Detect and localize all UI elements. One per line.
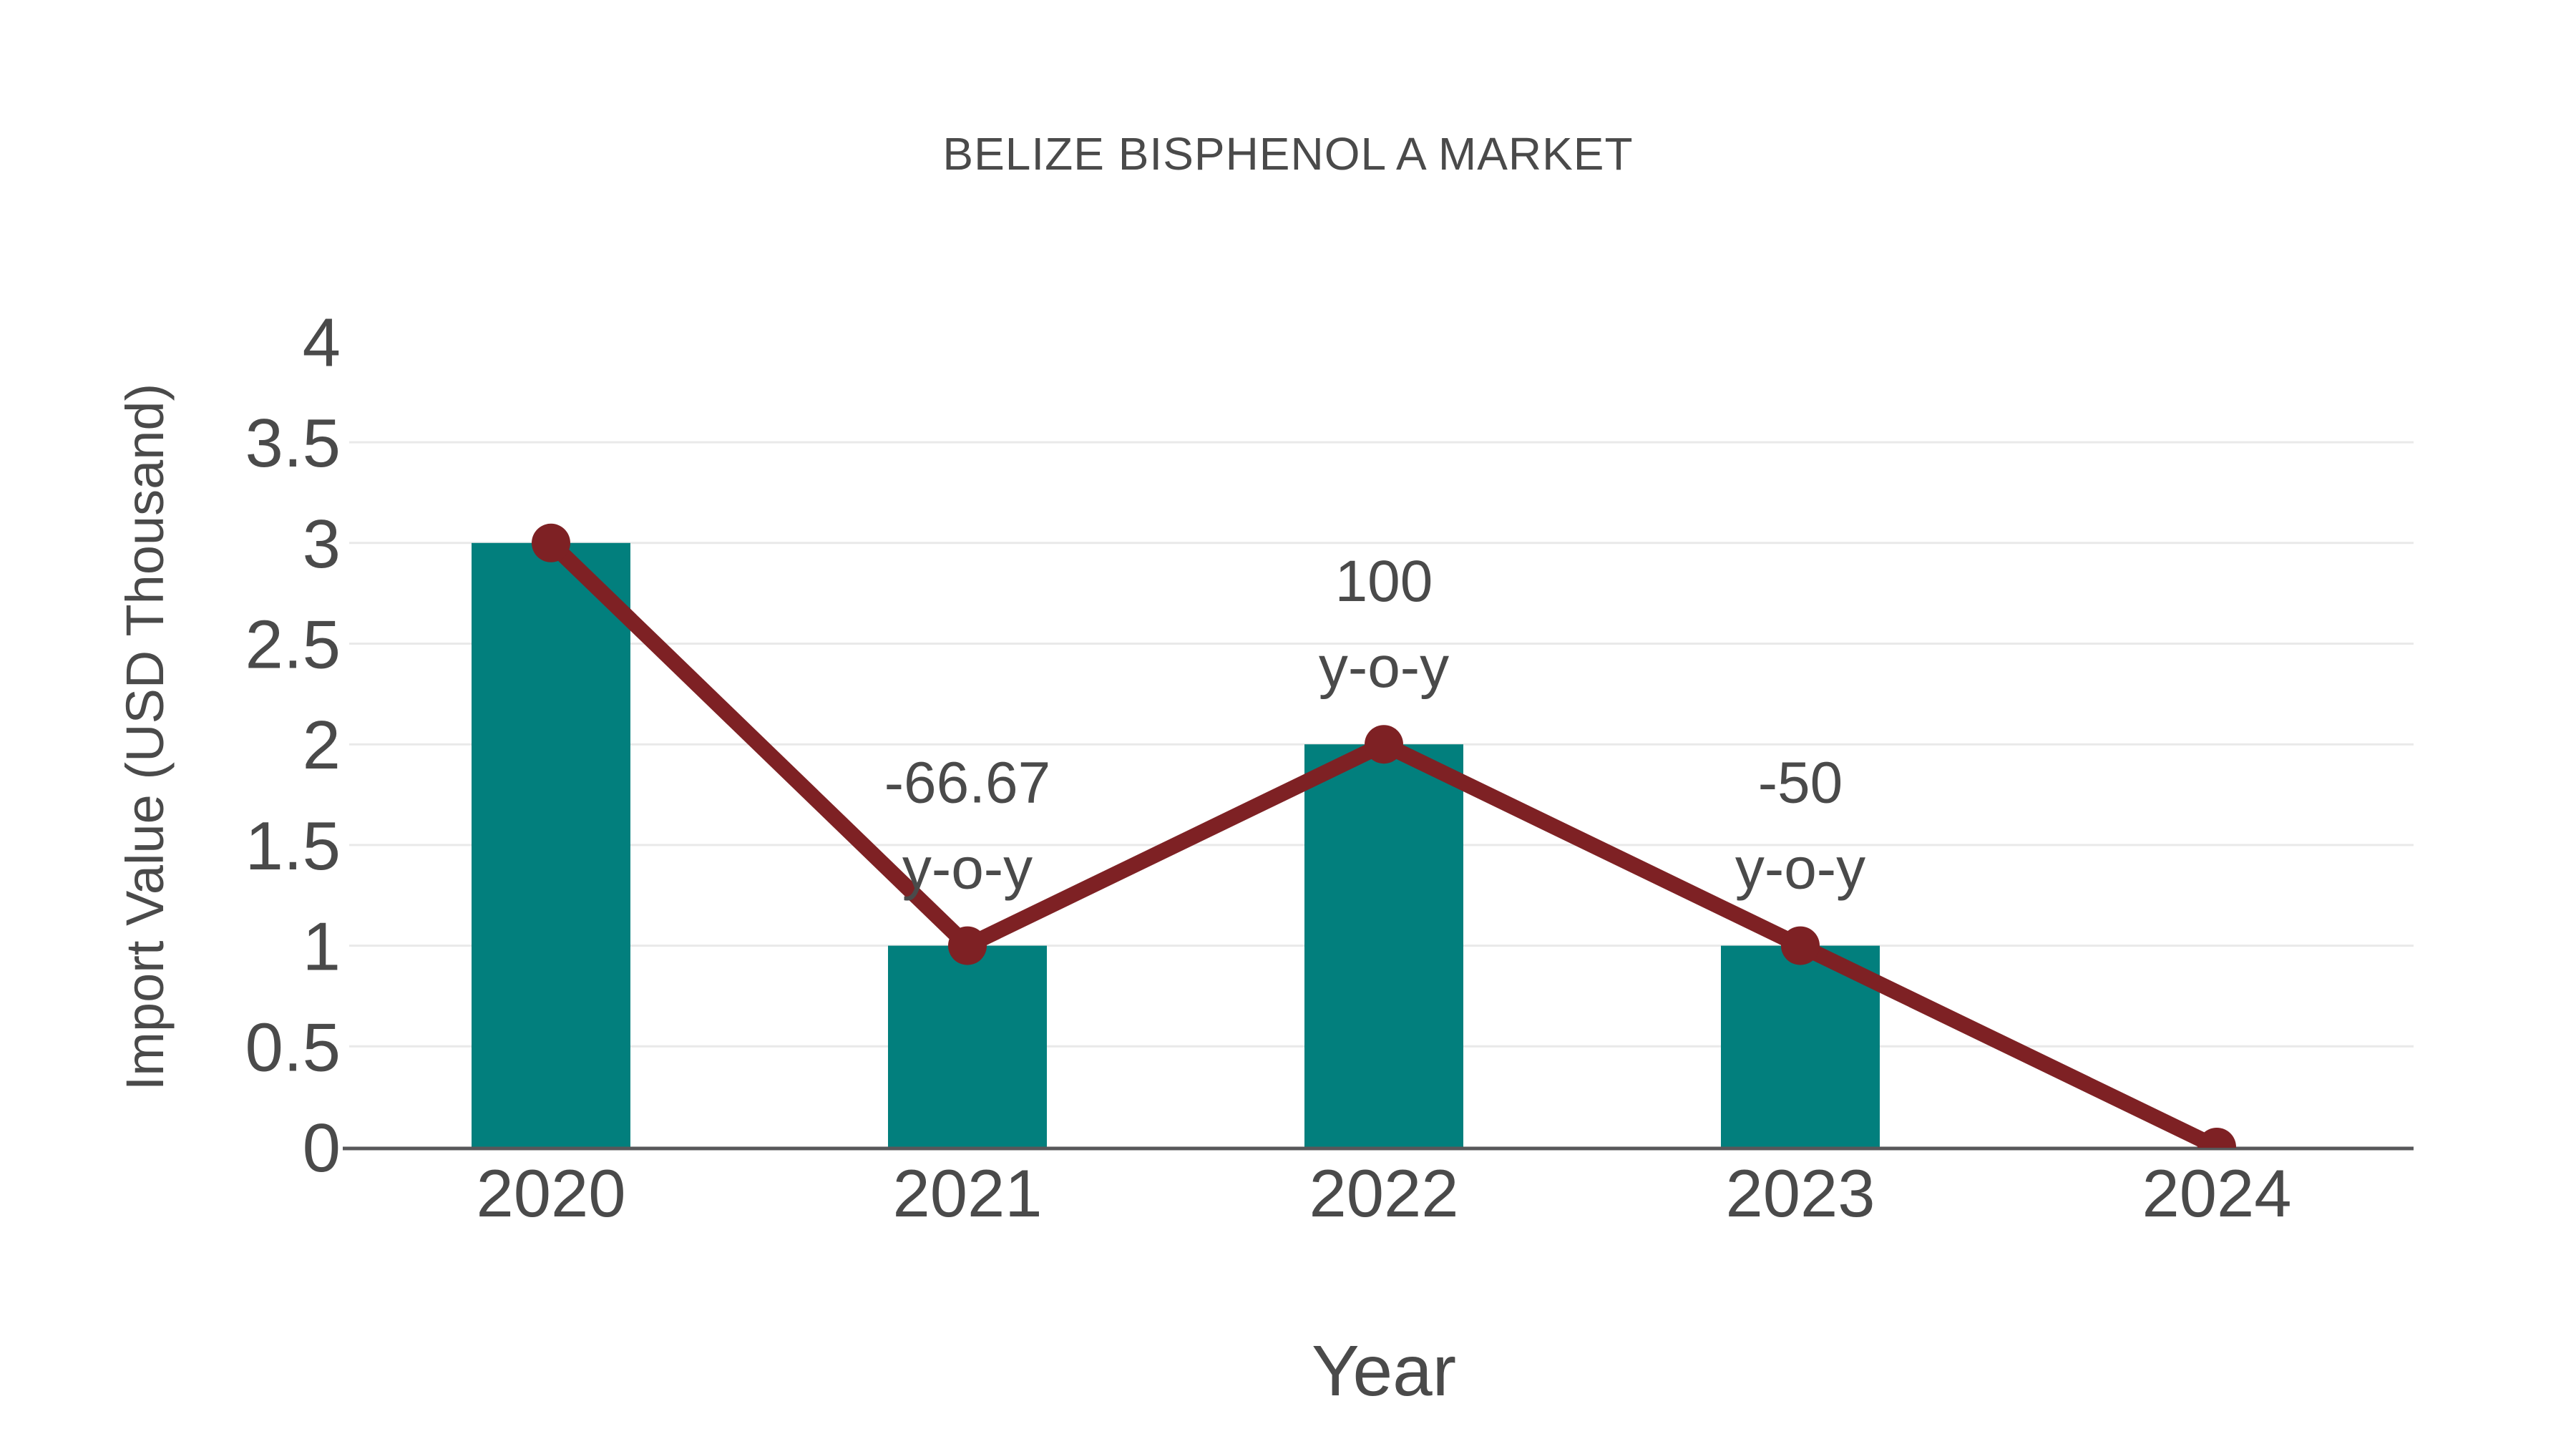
trend-layer [532,523,2236,1148]
x-tick-label-2023: 2023 [1725,1156,1875,1231]
chart-title: BELIZE BISPHENOL A MARKET [942,128,1634,180]
bar-2020 [472,542,630,1147]
annotation-unit-2021: y-o-y [902,836,1033,902]
x-tick-label-2024: 2024 [2142,1156,2291,1231]
bar-2021 [888,945,1047,1147]
bar-2022 [1304,744,1463,1147]
y-tick-label-2: 2 [303,707,341,784]
data-point-marker-2023 [1781,926,1820,965]
data-point-marker-2020 [532,523,570,562]
annotation-unit-2023: y-o-y [1735,836,1865,902]
annotation-value-2022: 100 [1335,549,1433,614]
y-tick-label-3.5: 3.5 [245,405,341,482]
data-point-marker-2021 [948,926,987,965]
y-tick-label-2.5: 2.5 [245,607,341,683]
y-tick-label-3: 3 [303,506,341,582]
data-point-marker-2022 [1365,725,1403,764]
x-axis-title: Year [1311,1331,1457,1411]
annotation-unit-2022: y-o-y [1319,635,1449,700]
y-tick-label-1.5: 1.5 [245,808,341,884]
y-tick-label-1: 1 [303,909,341,985]
x-tick-label-2020: 2020 [476,1156,625,1231]
x-tick-label-2021: 2021 [892,1156,1042,1231]
y-tick-label-4: 4 [303,304,341,381]
x-tick-label-2022: 2022 [1309,1156,1458,1231]
annotation-value-2023: -50 [1758,751,1843,816]
annotation-value-2021: -66.67 [884,751,1051,816]
y-tick-label-0.5: 0.5 [245,1009,341,1085]
data-point-marker-2024 [2197,1128,2236,1148]
y-tick-label-0: 0 [303,1110,341,1186]
